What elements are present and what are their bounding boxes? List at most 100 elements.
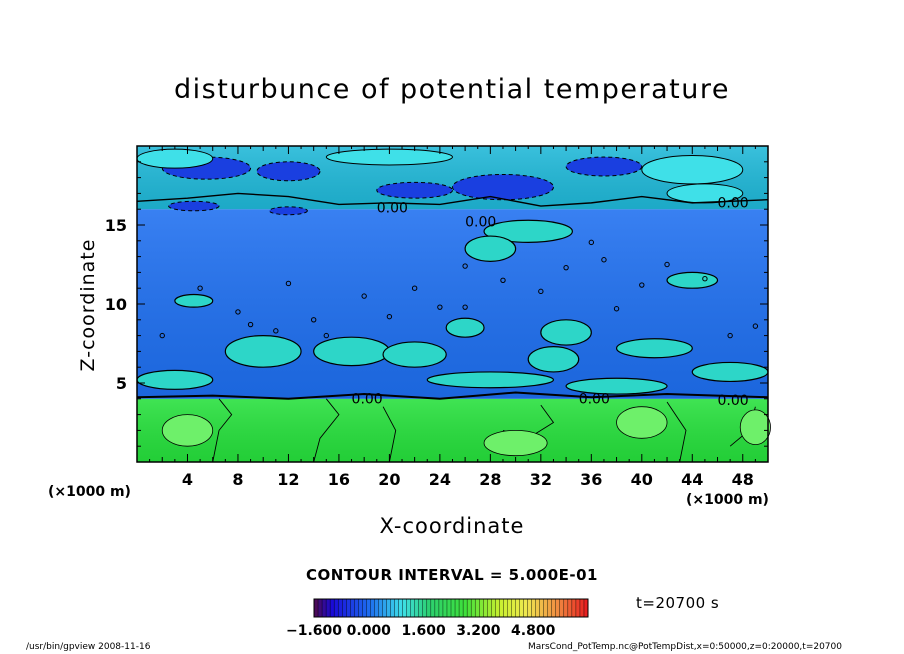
colorbar-cell-53 [527, 598, 533, 618]
turbulence-3 [224, 335, 302, 368]
colorbar-cell-36 [458, 598, 464, 618]
colorbar-cell-0 [313, 598, 319, 618]
turbulence-10 [426, 371, 555, 389]
contour-label-4: 0.00 [579, 392, 610, 408]
colorbar-cell-3 [325, 598, 331, 618]
eddy-19 [664, 261, 670, 268]
contour-label-5: 0.00 [718, 393, 749, 409]
contour-label-0: 0.00 [377, 200, 408, 216]
colorbar-cell-26 [418, 598, 424, 618]
y-tick-label-5: 5 [116, 374, 127, 393]
turbulence-12 [174, 293, 214, 308]
colorbar-cell-9 [350, 598, 355, 618]
x-axis-label: X-coordinate [379, 514, 525, 538]
colorbar-cell-2 [321, 598, 327, 618]
turbulence-9 [691, 361, 769, 383]
colorbar-cell-22 [402, 598, 408, 618]
colorbar-cell-59 [551, 598, 557, 618]
eddy-7 [386, 313, 393, 320]
eddy-16 [601, 257, 607, 263]
colorbar-cell-42 [483, 598, 488, 618]
colorbar-cell-23 [406, 598, 412, 618]
chart-title: disturbunce of potential temperature [174, 74, 730, 105]
colorbar-cell-11 [358, 598, 363, 618]
colorbar-cell-49 [511, 598, 516, 618]
colorbar-cell-65 [575, 598, 581, 618]
eddy-6 [361, 293, 367, 299]
colorbar-cell-20 [394, 598, 400, 618]
lower-patch-2 [483, 429, 548, 457]
low-blob-2 [452, 173, 554, 201]
x-tick-label-40: 40 [631, 470, 653, 489]
layer-shade-0 [137, 398, 768, 462]
colorbar-tick-label-1: 0.000 [347, 623, 392, 639]
colorbar-cell-43 [487, 598, 492, 618]
colorbar-cell-13 [366, 598, 371, 618]
eddy-4 [310, 317, 317, 323]
colorbar-cell-21 [398, 598, 404, 618]
colorbar-cell-27 [422, 598, 428, 618]
colorbar-cell-50 [515, 598, 520, 618]
x-tick-label-28: 28 [479, 470, 501, 489]
eddy-12 [500, 277, 506, 283]
y-axis-unit: (×1000 m) [48, 484, 131, 500]
layer-shade-1 [137, 209, 768, 399]
colorbar-cell-30 [434, 598, 440, 618]
eddy-2 [235, 309, 241, 315]
colorbar-cell-12 [362, 598, 367, 618]
colorbar-cell-38 [466, 598, 472, 618]
upper-contour [136, 192, 769, 207]
x-tick-label-24: 24 [429, 470, 451, 489]
colorbar-cell-6 [337, 598, 343, 618]
eddy-22 [752, 323, 759, 329]
colorbar-cell-16 [378, 598, 383, 618]
turbulence-8 [615, 338, 693, 359]
turbulence-14 [666, 271, 719, 289]
y-tick-label-10: 10 [105, 295, 127, 314]
colorbar-cell-4 [329, 598, 335, 618]
colorbar-cell-29 [430, 598, 436, 618]
y-axis-label: Z-coordinate [77, 238, 99, 372]
colorbar-cell-57 [543, 598, 549, 618]
colorbar-cell-64 [571, 598, 577, 618]
colorbar-tick-label-4: 4.800 [511, 623, 556, 639]
contour-interval: CONTOUR INTERVAL = 5.000E-01 [306, 566, 598, 584]
contour-label-1: 0.00 [465, 215, 496, 231]
turbulence-1 [464, 235, 517, 262]
colorbar-cell-25 [414, 598, 420, 618]
colorbar-cell-66 [579, 598, 585, 618]
turbulence-0 [483, 219, 573, 243]
eddy-8 [411, 285, 418, 291]
eddy-3 [273, 328, 279, 334]
boundary-contour [136, 391, 769, 400]
eddy-20 [702, 276, 708, 282]
colorbar-cell-19 [390, 598, 396, 618]
x-tick-label-44: 44 [681, 470, 703, 489]
x-tick-label-48: 48 [732, 470, 754, 489]
colorbar [313, 598, 589, 618]
colorbar-cell-35 [454, 598, 460, 618]
eddy-1 [197, 285, 203, 291]
eddy-23 [285, 280, 292, 287]
contour-label-2: 0.00 [718, 196, 749, 212]
x-tick-label-12: 12 [277, 470, 299, 489]
contour-label-3: 0.00 [352, 392, 383, 408]
colorbar-cell-5 [333, 598, 339, 618]
eddy-5 [323, 332, 329, 339]
upper-patch-2 [641, 154, 744, 185]
low-blob-6 [269, 206, 308, 216]
eddy-0 [159, 332, 165, 339]
colorbar-cell-60 [555, 598, 561, 618]
colorbar-cell-15 [374, 598, 379, 618]
colorbar-tick-label-3: 3.200 [456, 623, 501, 639]
turbulence-4 [313, 336, 390, 367]
colorbar-ticks: −1.600 0.000 1.600 3.200 4.800 [286, 623, 556, 639]
colorbar-cell-31 [438, 598, 444, 618]
lower-contour-1 [313, 398, 340, 463]
eddy-10 [462, 263, 468, 269]
lower-patch-1 [616, 406, 668, 439]
lower-patch-3 [739, 409, 771, 446]
turbulence-5 [382, 341, 447, 368]
turbulence-6 [527, 346, 580, 373]
colorbar-cell-62 [563, 598, 569, 618]
